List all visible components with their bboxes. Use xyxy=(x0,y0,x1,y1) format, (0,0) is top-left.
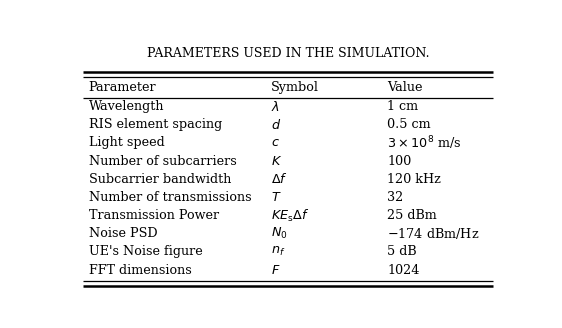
Text: 1 cm: 1 cm xyxy=(387,100,419,113)
Text: $N_{0}$: $N_{0}$ xyxy=(271,226,287,241)
Text: 32: 32 xyxy=(387,191,404,204)
Text: $3 \times 10^{8}$ m/s: $3 \times 10^{8}$ m/s xyxy=(387,134,462,152)
Text: $K$: $K$ xyxy=(271,154,282,168)
Text: $\Delta f$: $\Delta f$ xyxy=(271,172,288,186)
Text: UE's Noise figure: UE's Noise figure xyxy=(89,245,202,258)
Text: 100: 100 xyxy=(387,154,412,168)
Text: 1024: 1024 xyxy=(387,263,420,277)
Text: Number of subcarriers: Number of subcarriers xyxy=(89,154,236,168)
Text: Light speed: Light speed xyxy=(89,136,164,150)
Text: Noise PSD: Noise PSD xyxy=(89,227,157,240)
Text: Number of transmissions: Number of transmissions xyxy=(89,191,251,204)
Text: $KE_{\mathrm{s}}\Delta f$: $KE_{\mathrm{s}}\Delta f$ xyxy=(271,208,309,224)
Text: 120 kHz: 120 kHz xyxy=(387,173,441,186)
Text: 5 dB: 5 dB xyxy=(387,245,417,258)
Text: $c$: $c$ xyxy=(271,136,279,150)
Text: PARAMETERS USED IN THE SIMULATION.: PARAMETERS USED IN THE SIMULATION. xyxy=(147,47,429,60)
Text: RIS element spacing: RIS element spacing xyxy=(89,118,222,131)
Text: Symbol: Symbol xyxy=(271,81,319,94)
Text: Value: Value xyxy=(387,81,423,94)
Text: $T$: $T$ xyxy=(271,191,282,204)
Text: Parameter: Parameter xyxy=(89,81,156,94)
Text: $-$174 dBm/Hz: $-$174 dBm/Hz xyxy=(387,226,480,241)
Text: $\lambda$: $\lambda$ xyxy=(271,100,279,113)
Text: Wavelength: Wavelength xyxy=(89,100,164,113)
Text: $F$: $F$ xyxy=(271,263,280,277)
Text: 25 dBm: 25 dBm xyxy=(387,209,437,222)
Text: Subcarrier bandwidth: Subcarrier bandwidth xyxy=(89,173,231,186)
Text: 0.5 cm: 0.5 cm xyxy=(387,118,431,131)
Text: FFT dimensions: FFT dimensions xyxy=(89,263,191,277)
Text: Transmission Power: Transmission Power xyxy=(89,209,219,222)
Text: $n_{f}$: $n_{f}$ xyxy=(271,245,285,258)
Text: $d$: $d$ xyxy=(271,118,281,132)
